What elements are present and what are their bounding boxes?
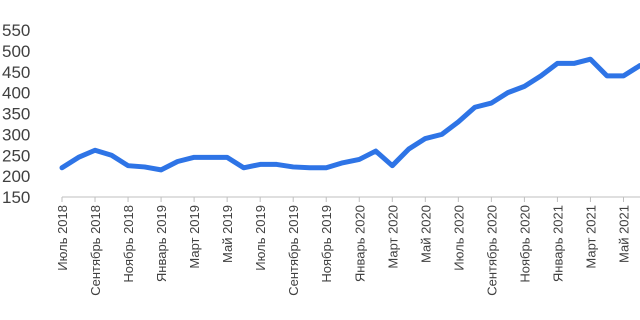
x-tick-label: Март 2019 [187,205,202,269]
x-tick-label: Май 2021 [616,205,631,263]
y-tick-label: 450 [2,63,30,82]
x-tick-label: Июль 2019 [253,205,268,271]
x-tick-label: Сентябрь 2018 [88,205,103,296]
y-tick-label: 400 [2,84,30,103]
y-tick-label: 300 [2,125,30,144]
x-tick-label: Ноябрь 2019 [319,205,334,283]
x-tick-label: Июль 2020 [451,205,466,271]
x-tick-label: Май 2020 [418,205,433,263]
y-tick-label: 150 [2,188,30,207]
y-tick-label: 250 [2,146,30,165]
x-tick-label: Январь 2020 [352,205,367,282]
x-tick-label: Ноябрь 2020 [517,205,532,283]
y-tick-label: 550 [2,21,30,40]
x-tick-label: Март 2020 [385,205,400,269]
x-tick-label: Июль 2018 [55,205,70,271]
x-tick-label: Март 2021 [583,205,598,269]
line-series [59,56,640,173]
x-tick-label: Май 2019 [220,205,235,263]
x-tick-label: Ноябрь 2018 [121,205,136,283]
y-tick-label: 200 [2,167,30,186]
x-tick-label: Сентябрь 2019 [286,205,301,296]
x-tick-label: Январь 2021 [550,205,565,282]
x-tick-label: Январь 2019 [154,205,169,282]
y-tick-label: 500 [2,42,30,61]
y-tick-label: 350 [2,105,30,124]
x-tick-label: Сентябрь 2020 [484,205,499,296]
